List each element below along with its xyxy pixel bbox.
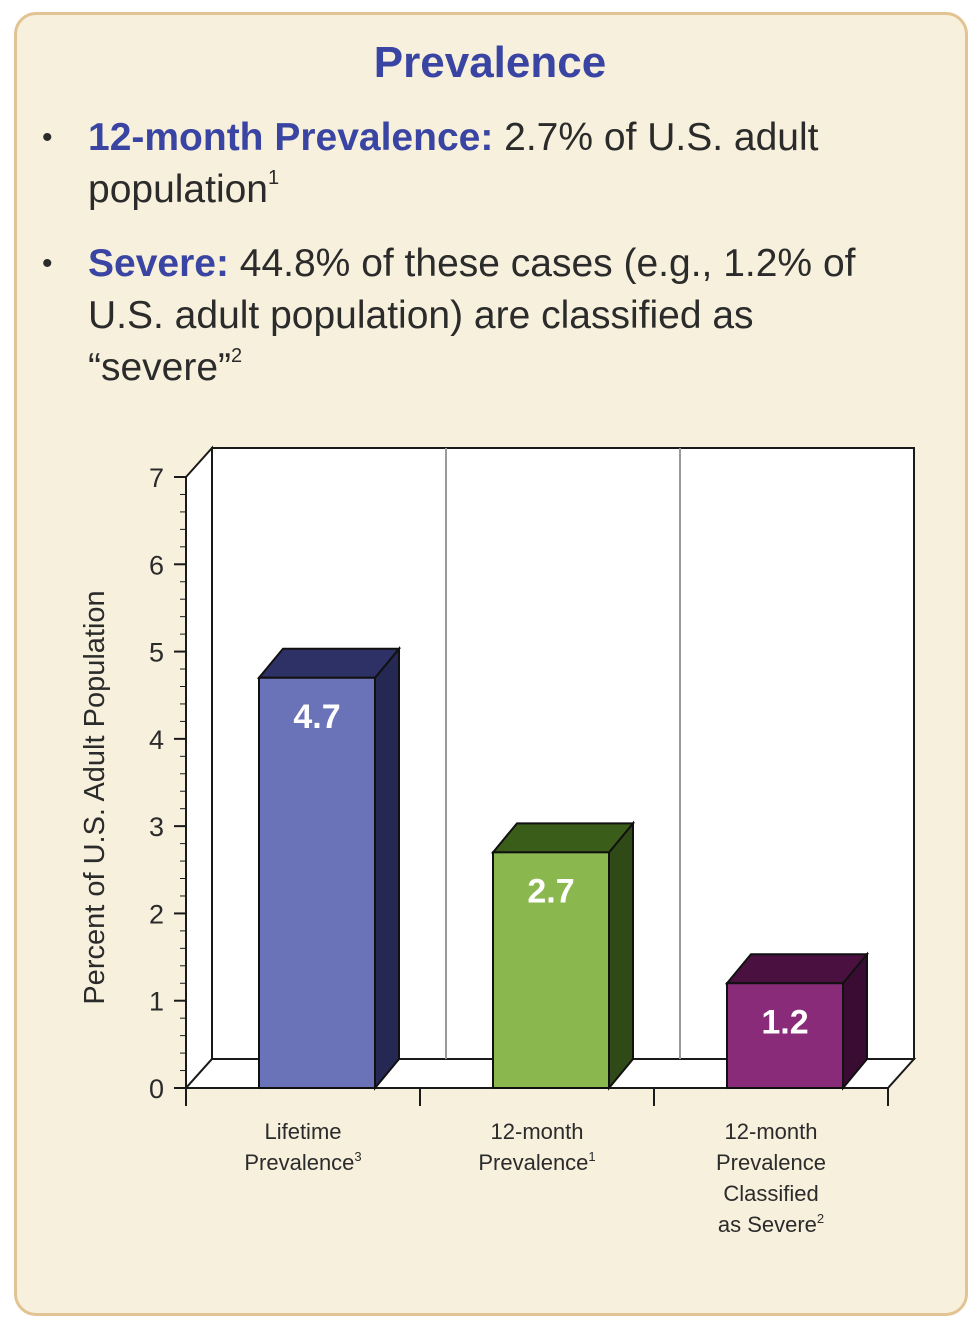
bullet-text: 44.8% of these cases (e.g., 1.2% of U.S.…: [88, 242, 856, 389]
x-category-label-line: 12-month: [725, 1119, 818, 1144]
chart-side-wall: [185, 445, 213, 1091]
x-category-label: 12-month Prevalence Classified as Severe2: [716, 1119, 826, 1237]
y-tick-label: 0: [149, 1074, 164, 1104]
bar-3: [724, 951, 870, 1091]
x-category-label-line: as Severe: [718, 1212, 817, 1237]
footnote-ref: 2: [817, 1211, 824, 1226]
y-axis-title: Percent of U.S. Adult Population: [79, 590, 111, 1004]
x-category-label: 12-month Prevalence1: [478, 1119, 595, 1175]
y-tick-label: 7: [149, 463, 164, 493]
x-category-label-line: Prevalence: [244, 1150, 354, 1175]
footnote-ref: 3: [354, 1149, 361, 1164]
x-category-label-line: 12-month: [491, 1119, 584, 1144]
bar-top-face: [724, 953, 870, 985]
y-tick-label: 3: [149, 812, 164, 842]
x-category-label-line: Prevalence: [478, 1150, 588, 1175]
footnote-ref: 2: [231, 345, 243, 367]
x-category-label-line: Lifetime: [264, 1119, 341, 1144]
x-category-label-line: Prevalence: [716, 1150, 826, 1175]
footnote-ref: 1: [268, 167, 280, 189]
bar-2: [490, 820, 636, 1091]
bar-front-face: [258, 676, 376, 1089]
bar-value-label: 4.7: [293, 698, 340, 736]
x-category-label: Lifetime Prevalence3: [244, 1119, 361, 1175]
y-tick-label: 4: [149, 725, 164, 755]
bullet-dot: •: [42, 247, 53, 280]
bullet-lead: Severe:: [88, 242, 229, 285]
bar-top-face: [490, 822, 636, 854]
bullet-dot: •: [42, 121, 53, 154]
bullet-12-month-prevalence: • 12-month Prevalence: 2.7% of U.S. adul…: [42, 112, 918, 216]
footnote-ref: 1: [588, 1149, 595, 1164]
bar-value-label: 2.7: [527, 872, 574, 910]
y-tick-label: 6: [149, 550, 164, 580]
bar-side-face: [374, 645, 400, 1091]
bullet-text: 2.7% of U.S. adult population: [88, 116, 819, 211]
bar-front-face: [726, 982, 844, 1089]
bar-top-face: [256, 647, 402, 679]
bar-side-face: [608, 820, 634, 1091]
x-category-label-line: Classified: [723, 1181, 818, 1206]
bar-front-face: [492, 851, 610, 1089]
y-tick-label: 1: [149, 987, 164, 1017]
bar-value-label: 1.2: [761, 1003, 808, 1041]
slide-title: Prevalence: [373, 38, 607, 87]
bar-1: [256, 645, 402, 1091]
y-tick-label: 2: [149, 899, 164, 929]
bullet-lead: 12-month Prevalence:: [88, 116, 494, 159]
y-tick-label: 5: [149, 638, 164, 668]
bullet-severe: • Severe: 44.8% of these cases (e.g., 1.…: [42, 238, 918, 394]
